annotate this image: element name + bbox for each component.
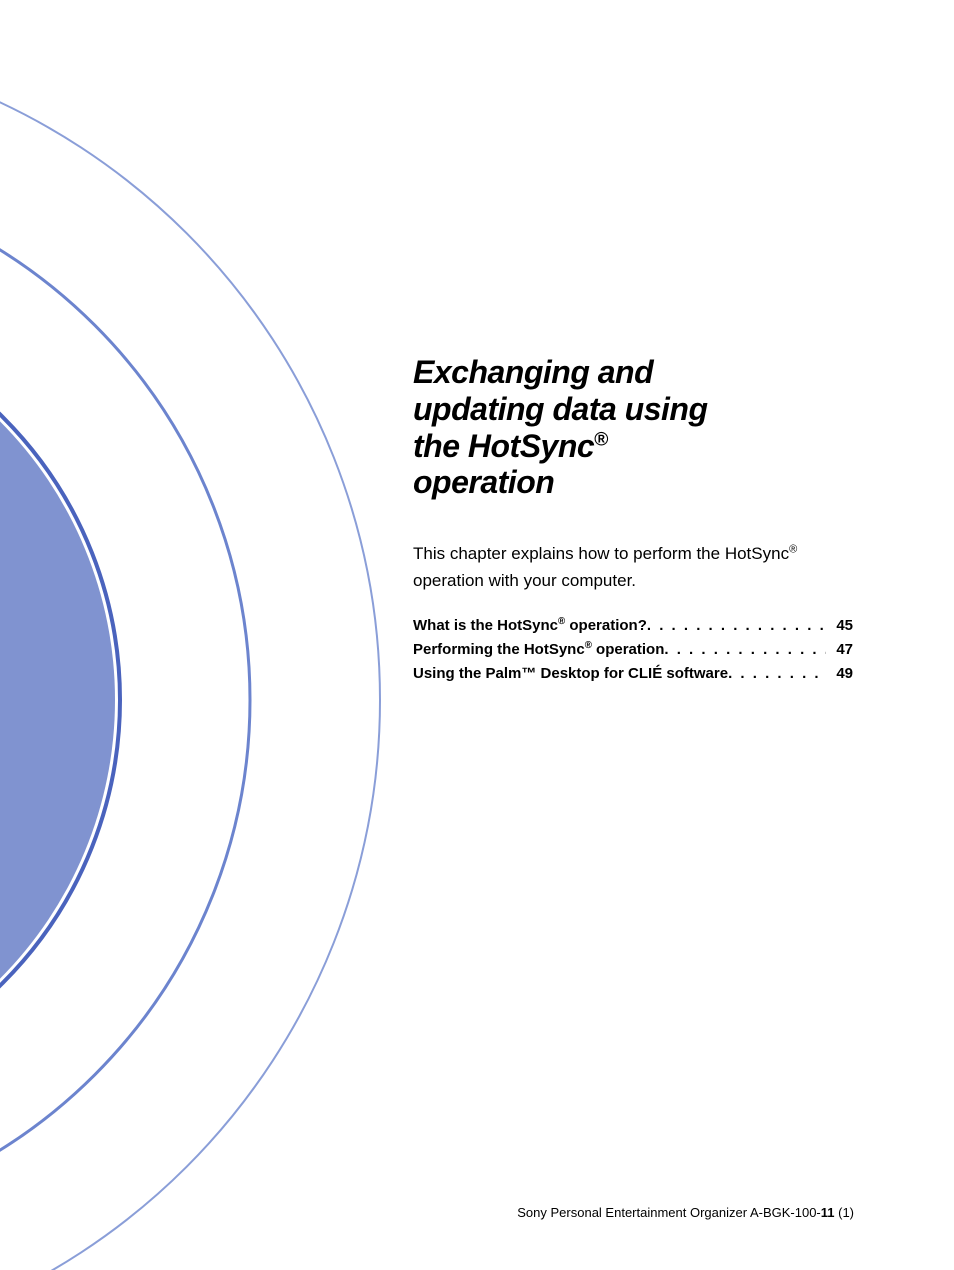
decor-mid-ring	[0, 170, 250, 1230]
toc-page: 49	[826, 665, 853, 682]
toc: What is the HotSync® operation? 45 Perfo…	[413, 616, 853, 682]
intro-pre: This chapter explains how to perform the…	[413, 544, 789, 563]
intro-text: This chapter explains how to perform the…	[413, 541, 853, 594]
toc-page: 45	[826, 617, 853, 634]
decor-filled-circle	[0, 305, 115, 1095]
toc-label: Using the Palm™ Desktop for CLIÉ softwar…	[413, 664, 728, 682]
registered-mark: ®	[594, 429, 608, 450]
footer: Sony Personal Entertainment Organizer A-…	[517, 1205, 854, 1220]
toc-leader	[728, 665, 826, 682]
toc-row: Using the Palm™ Desktop for CLIÉ softwar…	[413, 664, 853, 682]
toc-leader	[647, 617, 826, 634]
title-line3-pre: the HotSync	[413, 428, 594, 464]
toc-row: Performing the HotSync® operation 47	[413, 640, 853, 658]
title-line1: Exchanging and	[413, 354, 853, 391]
footer-bold: 11	[821, 1205, 835, 1220]
footer-prefix: Sony Personal Entertainment Organizer A-…	[517, 1205, 820, 1220]
content-block: Exchanging and updating data using the H…	[413, 354, 853, 688]
toc-label: Performing the HotSync® operation	[413, 640, 664, 658]
title-line4: operation	[413, 464, 853, 501]
toc-page: 47	[826, 641, 853, 658]
chapter-title: Exchanging and updating data using the H…	[413, 354, 853, 501]
title-line3: the HotSync®	[413, 428, 853, 465]
decor-inner-ring	[0, 300, 120, 1100]
toc-row: What is the HotSync® operation? 45	[413, 616, 853, 634]
title-line2: updating data using	[413, 391, 853, 428]
footer-suffix: (1)	[835, 1205, 855, 1220]
intro-post: operation with your computer.	[413, 571, 636, 590]
registered-mark: ®	[789, 544, 797, 556]
toc-leader	[664, 641, 826, 658]
toc-label: What is the HotSync® operation?	[413, 616, 647, 634]
decor-outer-ring	[0, 40, 380, 1270]
